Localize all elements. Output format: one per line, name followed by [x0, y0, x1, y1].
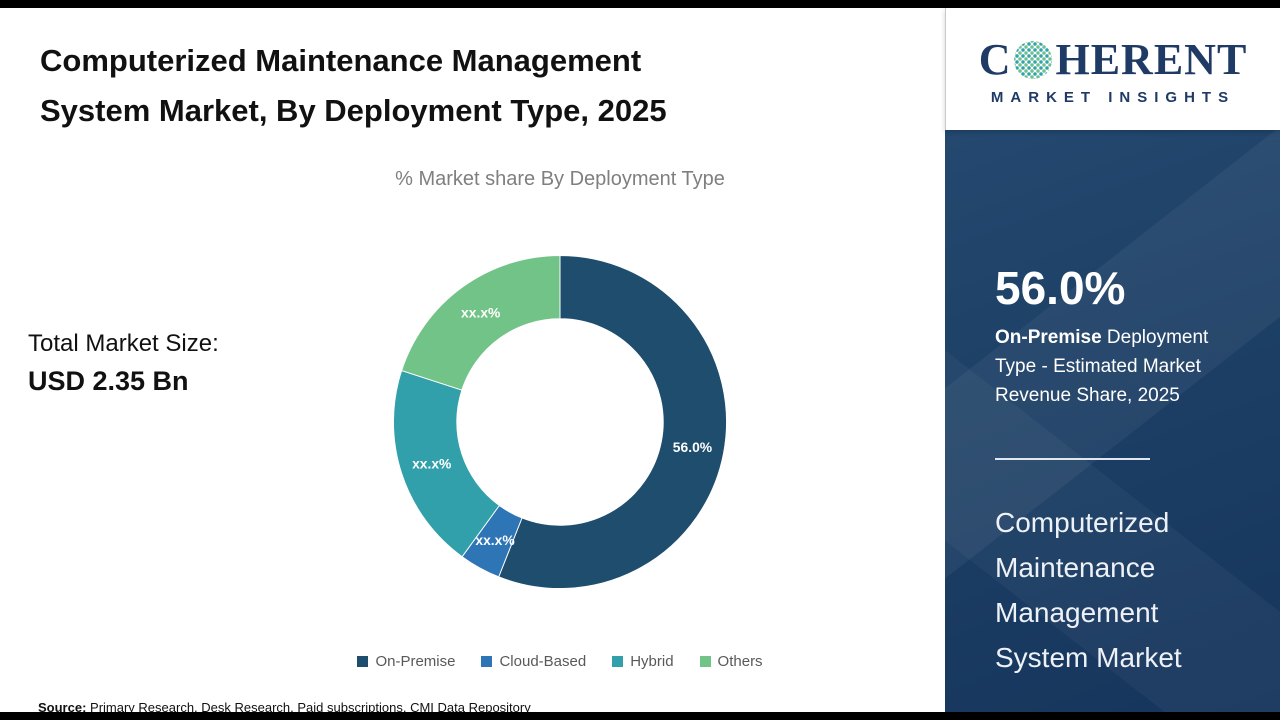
source-label: Source:	[38, 700, 87, 715]
legend-label: Others	[717, 653, 763, 670]
chart-legend: On-Premise Cloud-Based Hybrid Others	[150, 653, 970, 670]
divider-line	[995, 458, 1150, 460]
legend-swatch	[699, 656, 711, 667]
total-market-size: Total Market Size: USD 2.35 Bn	[28, 330, 219, 397]
main-content: Computerized Maintenance Management Syst…	[0, 8, 945, 715]
donut-chart: 56.0% xx.x% xx.x% xx.x%	[393, 255, 727, 589]
stat-description-rest: Deployment Type - Estimated Market Reven…	[995, 327, 1209, 406]
brand-letter-c: C	[978, 35, 1012, 84]
sidebar: C HERENT MARKET INSIGHTS 56.0% On-Premis…	[945, 8, 1280, 712]
chart-subtitle: % Market share By Deployment Type	[395, 168, 725, 190]
donut-segment-on-premise	[498, 255, 727, 589]
donut-segment-others	[401, 255, 561, 391]
brand-globe-icon	[1014, 41, 1053, 79]
market-name: Computerized Maintenance Management Syst…	[995, 507, 1182, 673]
segment-label-others: xx.x%	[461, 305, 500, 321]
legend-item-others: Others	[699, 653, 763, 670]
segment-label-cloud-based: xx.x%	[475, 532, 514, 548]
top-black-bar	[0, 0, 1280, 8]
brand-letters-rest: HERENT	[1055, 35, 1248, 84]
segment-label-hybrid: xx.x%	[412, 455, 451, 471]
source-text: Primary Research, Desk Research, Paid su…	[86, 700, 531, 715]
legend-swatch	[612, 656, 624, 667]
page-title: Computerized Maintenance Management Syst…	[40, 43, 667, 128]
legend-item-on-premise: On-Premise	[357, 653, 455, 670]
bottom-black-bar	[0, 712, 1280, 720]
stat-description-bold: On-Premise	[995, 327, 1102, 348]
segment-label-on-premise: 56.0%	[673, 439, 712, 455]
total-market-label: Total Market Size:	[28, 330, 219, 357]
legend-item-hybrid: Hybrid	[612, 653, 674, 670]
legend-label: Cloud-Based	[499, 653, 587, 670]
brand-subtitle: MARKET INSIGHTS	[990, 89, 1236, 106]
sidebar-body: 56.0% On-Premise Deployment Type - Estim…	[945, 130, 1280, 712]
legend-swatch	[481, 656, 493, 667]
stat-description: On-Premise Deployment Type - Estimated M…	[995, 323, 1245, 410]
stat-value: 56.0%	[995, 262, 1126, 314]
brand-wordmark: C HERENT	[979, 38, 1248, 82]
brand-logo: C HERENT MARKET INSIGHTS	[945, 8, 1280, 130]
total-market-value: USD 2.35 Bn	[28, 366, 189, 396]
legend-label: On-Premise	[375, 653, 456, 670]
legend-swatch	[357, 656, 369, 667]
source-note: Source: Primary Research, Desk Research,…	[38, 700, 531, 715]
legend-item-cloud-based: Cloud-Based	[481, 653, 586, 670]
legend-label: Hybrid	[630, 653, 674, 670]
